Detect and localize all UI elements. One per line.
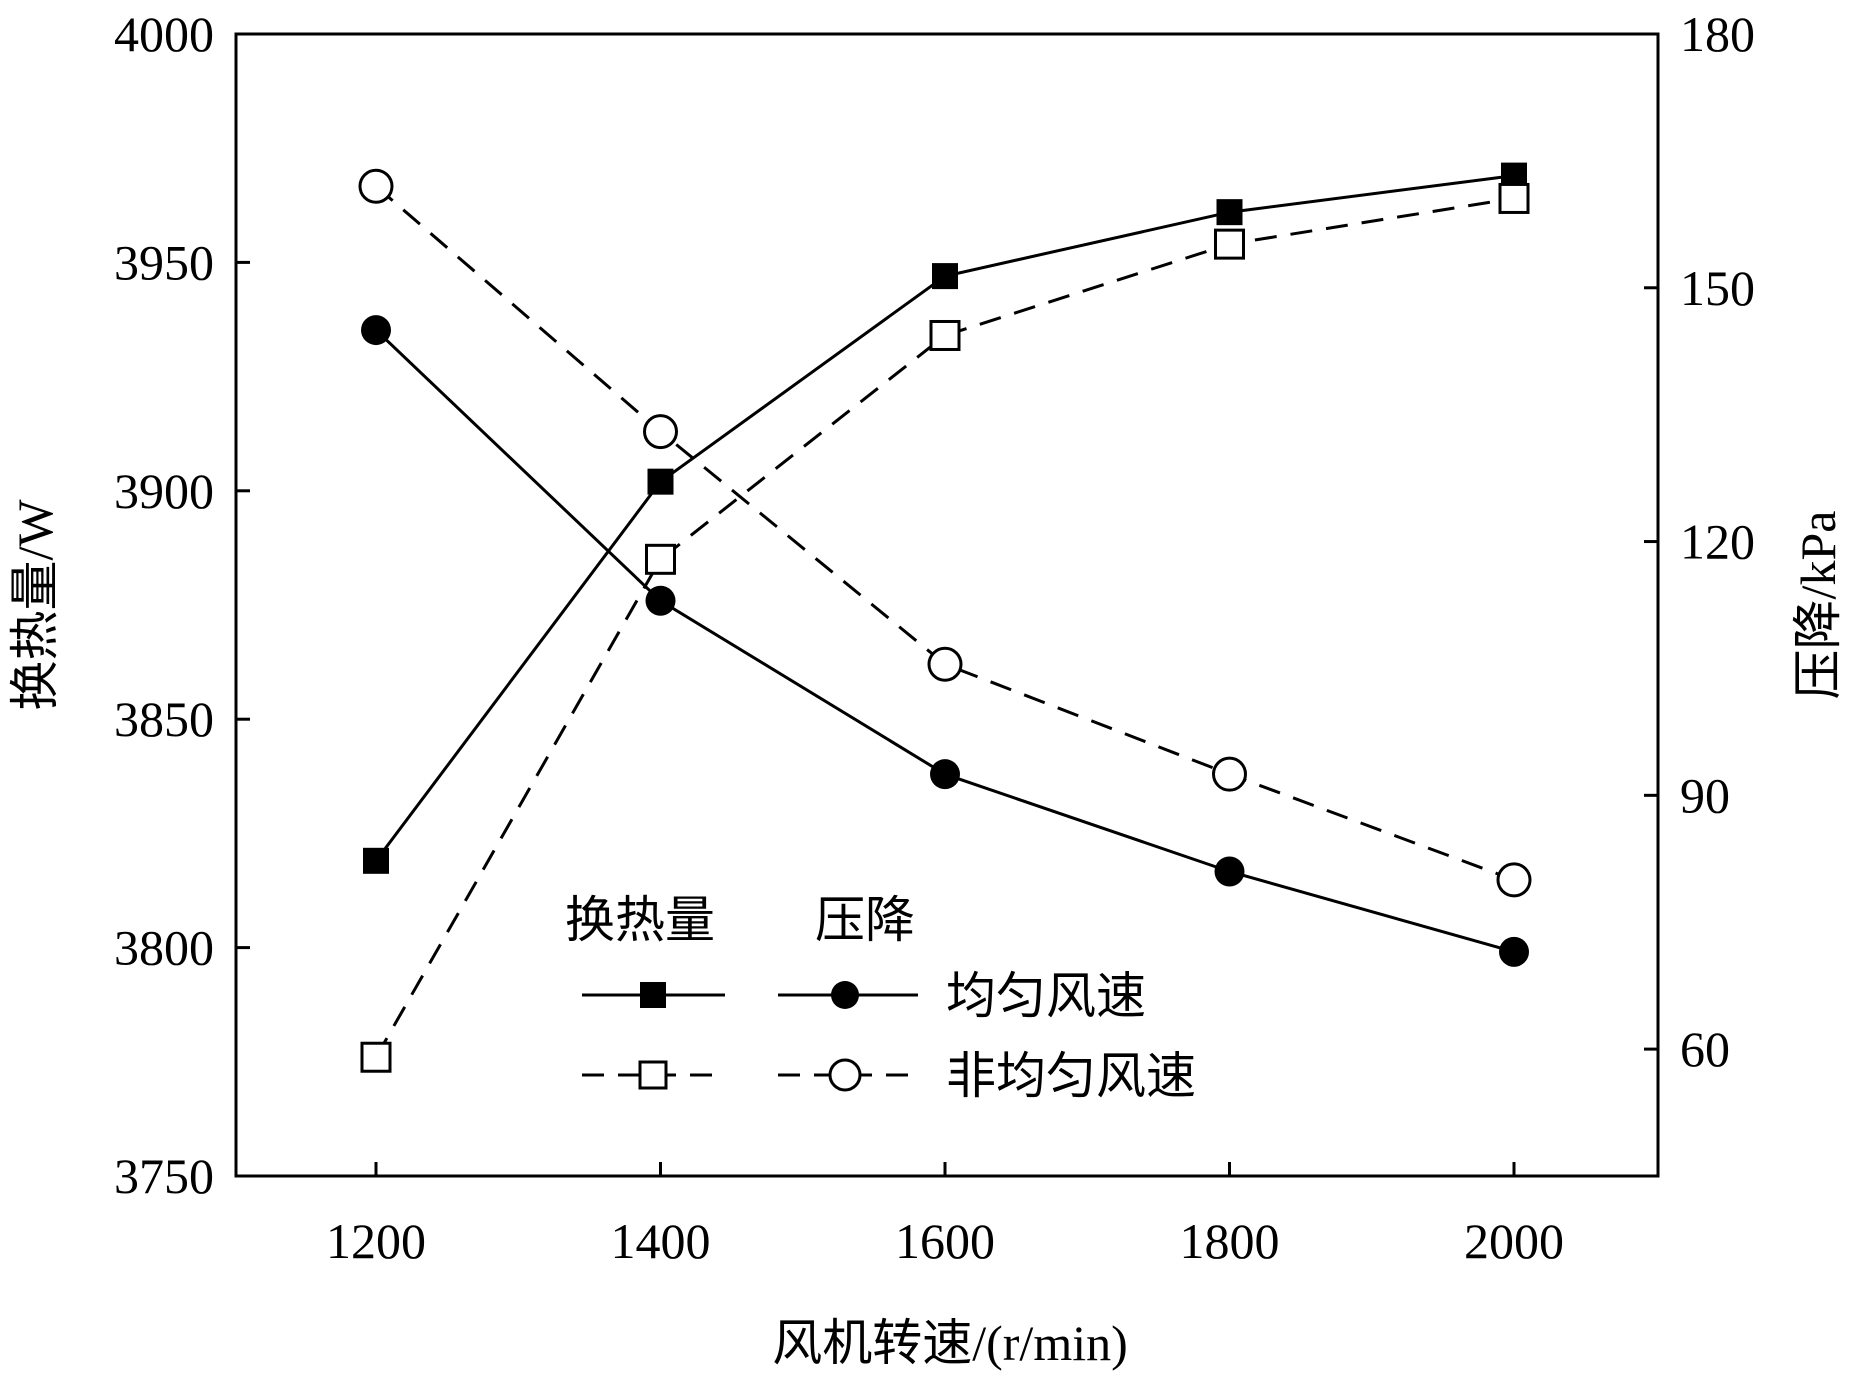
x-tick-label: 1600: [895, 1213, 995, 1269]
y-right-tick-label: 90: [1680, 767, 1730, 823]
legend-header-heat: 换热量: [565, 892, 715, 948]
y-left-tick-label: 3850: [114, 691, 214, 747]
legend-heat-uniform-marker: [640, 982, 666, 1008]
series-group: [358, 162, 1532, 1073]
legend-pressure-nonuniform-marker: [828, 1058, 862, 1092]
series-3: [358, 168, 1532, 898]
x-tick-label: 1200: [326, 1213, 426, 1269]
legend-heat-nonuniform-marker: [638, 1060, 668, 1090]
y-right-tick-label: 180: [1680, 6, 1755, 62]
legend-header-pressure: 压降: [815, 892, 915, 948]
data-point-circle: [361, 315, 391, 346]
legend-pressure-uniform-marker: [831, 981, 859, 1009]
y-left-axis-title: 换热量/W: [7, 499, 63, 711]
axis-ticks: 1200 1400 1600 1800 2000 3750 3800 3850 3900 3950…: [114, 6, 1755, 1269]
y-right-axis-title: 压降/kPa: [1790, 511, 1846, 700]
y-left-tick-label: 3800: [114, 920, 214, 976]
legend: 换热量 压降 均匀风速 非均匀风速: [565, 892, 1196, 1104]
series-2: [361, 315, 1529, 967]
data-point-circle-open: [1212, 756, 1247, 792]
legend-label-nonuniform: 非均匀风速: [946, 1048, 1196, 1104]
data-point-square-open: [929, 319, 961, 351]
y-right-tick-label: 150: [1680, 260, 1755, 316]
y-right-tick-label: 120: [1680, 514, 1755, 570]
y-left-tick-label: 4000: [114, 6, 214, 62]
data-point-circle-open: [1496, 862, 1532, 898]
data-point-square-open: [645, 543, 676, 575]
data-point-circle-open: [927, 646, 963, 682]
legend-label-uniform: 均匀风速: [946, 968, 1146, 1024]
x-axis-title: 风机转速/(r/min): [772, 1315, 1128, 1371]
plot-frame: [234, 32, 1660, 1178]
data-point-square-open: [1498, 182, 1530, 214]
x-tick-label: 1800: [1180, 1213, 1280, 1269]
x-tick-label: 2000: [1464, 1213, 1564, 1269]
data-point-circle: [1499, 936, 1529, 967]
data-point-square: [363, 847, 389, 874]
data-point-square-open: [360, 1041, 392, 1073]
data-point-circle-open: [358, 168, 394, 204]
series-1: [360, 182, 1530, 1073]
x-tick-label: 1400: [611, 1213, 711, 1269]
data-point-square-open: [1214, 228, 1245, 260]
y-right-tick-label: 60: [1680, 1021, 1730, 1077]
data-point-square: [647, 468, 674, 495]
data-point-square: [932, 263, 958, 290]
y-left-tick-label: 3950: [114, 234, 214, 290]
series-line: [374, 329, 1515, 954]
y-left-tick-label: 3900: [114, 463, 214, 519]
data-point-circle: [1214, 856, 1245, 887]
data-point-circle: [645, 585, 676, 616]
y-left-tick-label: 3750: [114, 1148, 214, 1204]
data-point-circle-open: [643, 414, 678, 450]
data-point-square: [1216, 199, 1243, 226]
data-point-circle: [930, 759, 960, 790]
